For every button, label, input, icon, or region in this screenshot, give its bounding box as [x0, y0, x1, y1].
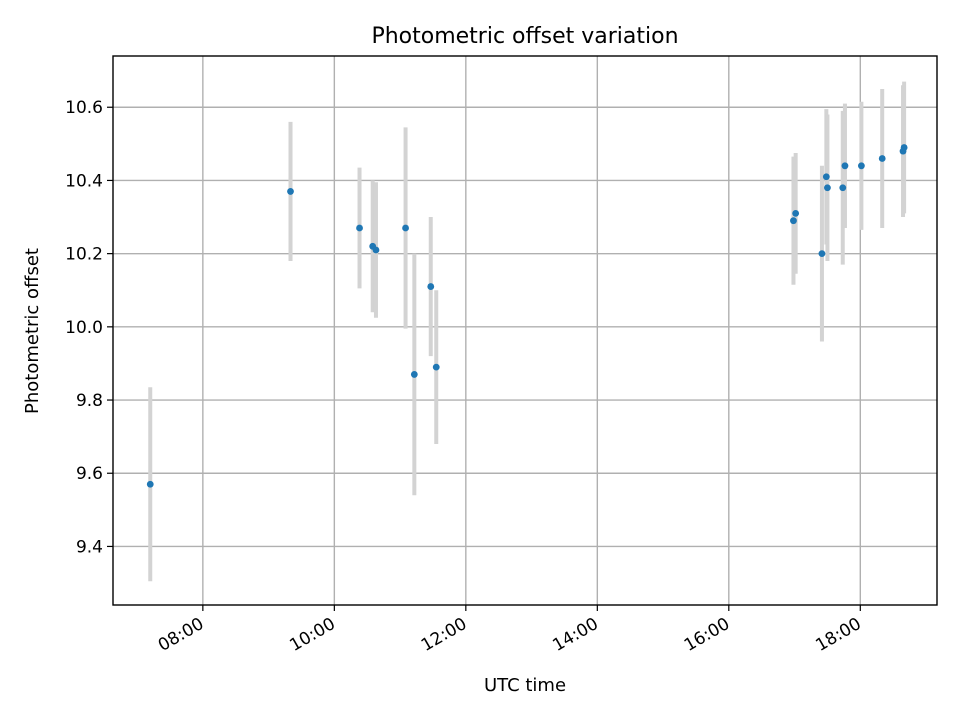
- data-point: [372, 246, 380, 254]
- data-point: [878, 155, 886, 162]
- data-point: [841, 162, 849, 170]
- y-tick-label: 10.2: [65, 245, 103, 265]
- data-point: [427, 283, 435, 290]
- data-point: [792, 209, 800, 217]
- x-axis-ticks: 08:00 10:00 12:00 14:00 16:00 18:00: [155, 605, 865, 656]
- data-point: [857, 162, 865, 170]
- x-tick-label: 18:00: [812, 614, 864, 656]
- y-tick-label: 9.4: [76, 537, 103, 557]
- error-bars: [148, 81, 907, 582]
- plot-frame: [112, 55, 938, 606]
- data-point: [900, 144, 908, 151]
- data-point: [432, 363, 440, 371]
- data-point: [287, 188, 294, 195]
- data-point: [839, 184, 847, 192]
- grid-lines: [113, 56, 937, 605]
- y-tick-label: 9.6: [76, 464, 103, 484]
- y-tick-label: 10.6: [65, 98, 103, 118]
- data-point: [822, 173, 830, 181]
- x-tick-label: 16:00: [681, 614, 733, 656]
- chart-title: Photometric offset variation: [371, 24, 678, 49]
- data-point: [824, 184, 831, 192]
- x-axis-label: UTC time: [484, 675, 566, 696]
- data-points: [146, 144, 908, 488]
- y-axis-label: Photometric offset: [22, 248, 43, 414]
- y-tick-label: 9.8: [76, 391, 103, 411]
- data-point: [410, 371, 418, 378]
- y-tick-label: 10.4: [65, 171, 103, 191]
- data-point: [356, 224, 363, 232]
- x-tick-label: 10:00: [286, 614, 338, 656]
- x-tick-label: 14:00: [549, 614, 601, 656]
- x-tick-label: 12:00: [418, 614, 470, 656]
- y-tick-label: 10.0: [65, 318, 103, 338]
- data-point: [790, 217, 797, 225]
- data-point: [402, 224, 409, 232]
- data-point: [818, 250, 826, 258]
- data-point: [146, 480, 154, 488]
- x-tick-label: 08:00: [155, 614, 207, 656]
- y-axis-ticks: 9.4 9.6 9.8 10.0 10.2 10.4 10.6: [65, 98, 113, 557]
